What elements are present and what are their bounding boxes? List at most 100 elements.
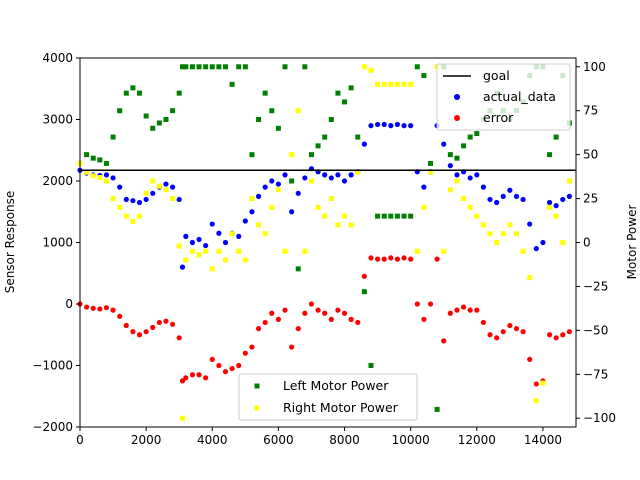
right-motor-power-point: [355, 169, 361, 175]
actual-data-point: [487, 196, 493, 203]
right-motor-power-point: [315, 204, 321, 210]
actual-data-point: [328, 175, 334, 181]
left-y-tick-label: 2000: [42, 174, 73, 188]
right-motor-power-point: [540, 380, 546, 386]
right-y-tick-label: 75: [583, 104, 598, 118]
error-point: [229, 365, 235, 372]
x-tick-label: 0: [76, 433, 84, 447]
right-motor-power-point: [176, 243, 182, 249]
actual-data-point: [289, 209, 295, 215]
x-tick-label: 2000: [131, 433, 162, 447]
legend-bottom: Left Motor Power Right Motor Power: [238, 373, 418, 421]
error-point: [566, 329, 572, 335]
actual-data-point: [236, 233, 242, 239]
right-motor-power-point: [467, 204, 473, 210]
actual-data-point: [282, 172, 288, 178]
right-motor-power-point: [408, 81, 414, 87]
right-motor-power-point: [123, 213, 129, 219]
left-motor-power-point: [428, 160, 434, 166]
actual-data-point: [189, 239, 196, 246]
x-tick-label: 10000: [392, 433, 430, 447]
right-motor-power-point: [196, 252, 202, 258]
x-tick-label: 8000: [329, 433, 360, 447]
error-point: [130, 329, 136, 335]
error-point: [236, 362, 242, 369]
actual-data-point: [169, 184, 176, 190]
error-point: [553, 335, 559, 341]
actual-data-point: [368, 123, 374, 129]
actual-data-point: [560, 196, 566, 203]
actual-data-point: [123, 196, 129, 203]
right-motor-power-point: [269, 204, 275, 210]
actual-data-point: [295, 190, 301, 196]
left-motor-power-point: [553, 134, 559, 140]
actual-data-point: [242, 218, 248, 224]
error-point: [467, 307, 473, 313]
actual-data-point: [520, 196, 526, 203]
right-motor-power-point: [342, 213, 348, 219]
actual-data-point: [163, 181, 169, 187]
error-point: [196, 372, 202, 378]
right-motor-power-point: [447, 187, 453, 193]
right-motor-power-point: [170, 196, 176, 202]
left-motor-power-point: [143, 113, 149, 119]
right-motor-power-point: [547, 204, 553, 210]
error-point: [335, 307, 341, 313]
left-motor-power-point: [137, 90, 143, 96]
left-motor-power-point: [414, 64, 420, 70]
left-motor-power-point: [388, 213, 394, 219]
left-motor-power-point: [275, 125, 281, 131]
left-motor-power-point: [355, 134, 361, 140]
right-motor-power-point: [222, 257, 228, 263]
actual-data-point: [375, 121, 381, 128]
error-series: [77, 255, 572, 387]
x-tick-label: 4000: [197, 433, 228, 447]
actual-data-point: [216, 230, 222, 236]
right-motor-power-point: [375, 81, 381, 87]
actual-data-point: [566, 193, 572, 199]
left-motor-power-point: [180, 64, 186, 70]
right-motor-power-point: [236, 248, 242, 254]
actual-data-point: [322, 172, 328, 178]
left-motor-power-point: [361, 289, 367, 295]
right-motor-power-point: [461, 196, 467, 202]
left-motor-power-point: [461, 143, 467, 149]
actual-data-point: [381, 121, 387, 128]
right-motor-power-point: [428, 169, 434, 175]
right-motor-power-point: [361, 64, 367, 70]
actual-data-point: [348, 172, 354, 178]
right-y-tick-label: −75: [583, 367, 608, 381]
left-motor-power-point: [249, 152, 255, 158]
actual-data-point: [341, 178, 348, 184]
error-point: [216, 362, 222, 369]
right-motor-power-point: [566, 178, 572, 184]
left-motor-power-point: [189, 64, 195, 70]
actual-data-point: [335, 172, 341, 178]
actual-data-point: [421, 184, 427, 190]
left-motor-power-point: [103, 160, 109, 166]
right-motor-power-point: [130, 218, 136, 224]
error-point: [487, 332, 493, 338]
actual-data-point: [394, 121, 401, 128]
error-point: [361, 273, 367, 279]
left-motor-power-point: [322, 134, 328, 140]
right-motor-power-point: [216, 248, 222, 254]
error-point: [90, 305, 96, 311]
error-point: [315, 307, 321, 313]
actual-data-point: [454, 172, 460, 178]
right-y-tick-label: 100: [583, 60, 606, 74]
error-point: [269, 310, 275, 316]
actual-data-point: [527, 221, 533, 227]
error-point: [447, 310, 453, 316]
right-motor-power-point: [282, 248, 288, 254]
error-point: [328, 316, 334, 322]
right-motor-power-point: [368, 67, 374, 73]
right-motor-power-point: [560, 240, 566, 245]
error-point: [255, 326, 262, 332]
left-motor-power-point: [209, 64, 215, 70]
error-point: [97, 306, 103, 312]
right-motor-power-series: [77, 64, 572, 421]
left-y-tick-label: 1000: [42, 236, 73, 250]
legend-error-swatch: [454, 115, 460, 121]
legend-left-motor-label: Left Motor Power: [283, 378, 389, 393]
